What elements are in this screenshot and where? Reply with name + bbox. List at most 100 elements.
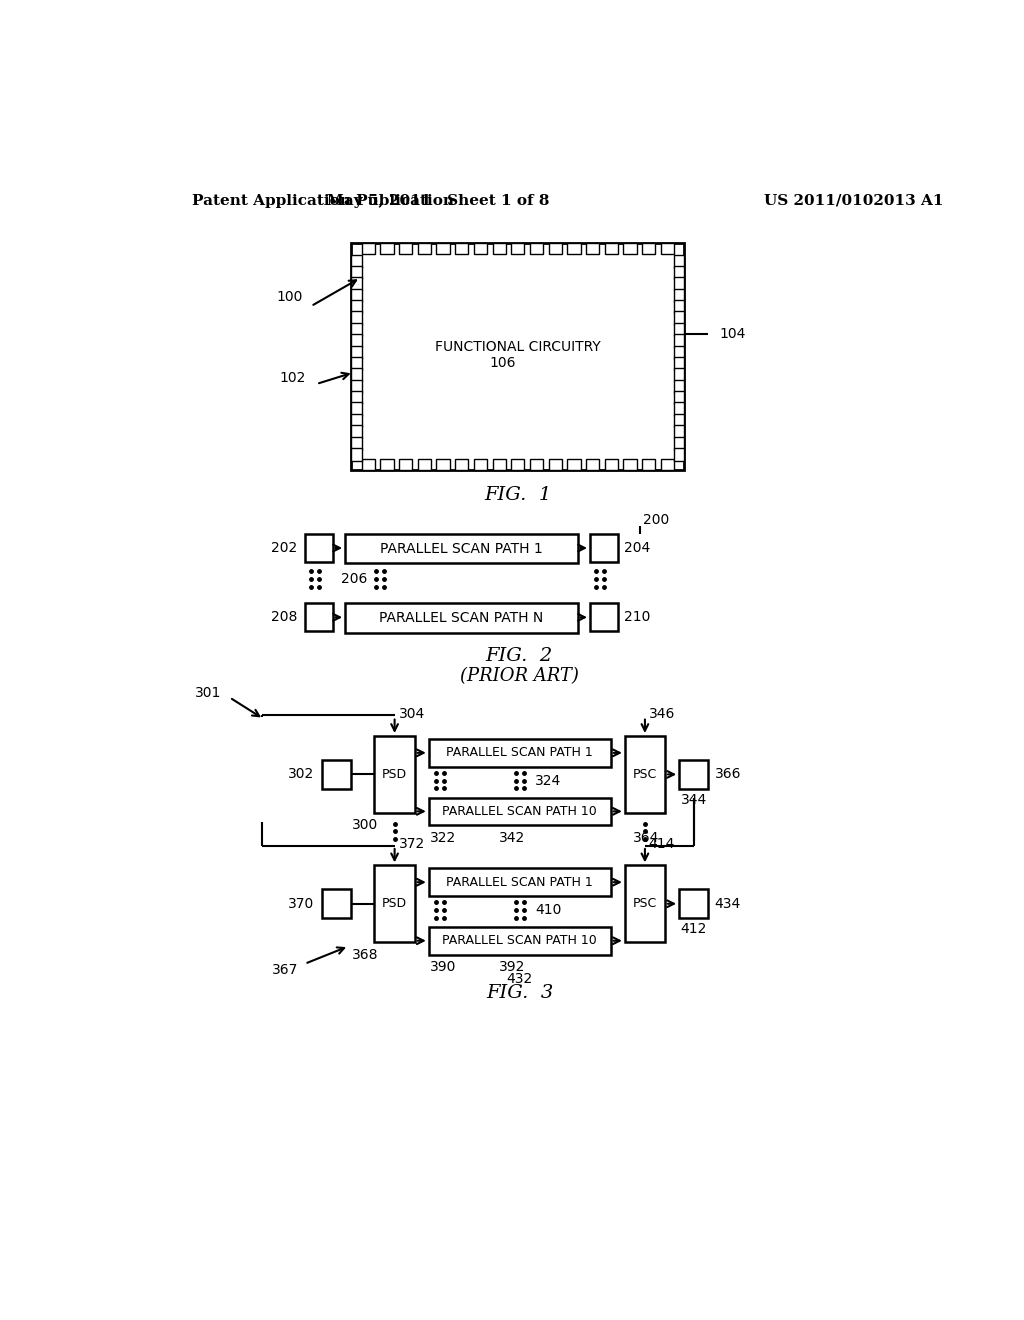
Text: FUNCTIONAL CIRCUITRY: FUNCTIONAL CIRCUITRY bbox=[435, 341, 601, 355]
Text: Patent Application Publication: Patent Application Publication bbox=[191, 194, 454, 207]
Bar bbox=[455, 459, 468, 470]
Text: US 2011/0102013 A1: US 2011/0102013 A1 bbox=[764, 194, 943, 207]
Bar bbox=[674, 380, 684, 393]
Text: 301: 301 bbox=[196, 686, 222, 700]
Text: 342: 342 bbox=[499, 830, 525, 845]
Bar bbox=[679, 890, 709, 919]
Bar bbox=[624, 243, 637, 253]
Bar bbox=[679, 760, 709, 789]
Text: PSD: PSD bbox=[382, 768, 408, 781]
Bar bbox=[660, 459, 674, 470]
Text: 304: 304 bbox=[398, 708, 425, 721]
Bar bbox=[351, 277, 362, 290]
Text: 210: 210 bbox=[624, 610, 650, 624]
Text: PARALLEL SCAN PATH 1: PARALLEL SCAN PATH 1 bbox=[446, 746, 593, 759]
Bar bbox=[586, 459, 599, 470]
Bar bbox=[429, 739, 611, 767]
Text: 370: 370 bbox=[288, 896, 314, 911]
Bar bbox=[549, 243, 562, 253]
Bar bbox=[361, 459, 375, 470]
Bar bbox=[493, 459, 506, 470]
Bar bbox=[674, 403, 684, 416]
Bar bbox=[674, 447, 684, 461]
Text: FIG.  1: FIG. 1 bbox=[484, 486, 552, 504]
Bar bbox=[674, 334, 684, 347]
Text: PARALLEL SCAN PATH N: PARALLEL SCAN PATH N bbox=[379, 611, 544, 626]
Text: PSC: PSC bbox=[633, 768, 657, 781]
Text: 364: 364 bbox=[633, 830, 658, 845]
Bar bbox=[351, 391, 362, 404]
Bar bbox=[351, 300, 362, 313]
Bar bbox=[436, 243, 450, 253]
Text: PARALLEL SCAN PATH 1: PARALLEL SCAN PATH 1 bbox=[446, 875, 593, 888]
Bar bbox=[351, 289, 362, 302]
Bar bbox=[674, 267, 684, 279]
Text: 322: 322 bbox=[429, 830, 456, 845]
Bar bbox=[674, 300, 684, 313]
Bar bbox=[351, 413, 362, 426]
Text: FIG.  2: FIG. 2 bbox=[485, 647, 553, 665]
Text: FIG.  3: FIG. 3 bbox=[486, 985, 553, 1002]
Text: 200: 200 bbox=[643, 513, 670, 527]
Bar bbox=[674, 312, 684, 325]
Bar bbox=[674, 255, 684, 268]
Bar bbox=[351, 447, 362, 461]
Bar bbox=[590, 535, 617, 562]
Bar bbox=[351, 267, 362, 279]
Text: PARALLEL SCAN PATH 10: PARALLEL SCAN PATH 10 bbox=[442, 805, 597, 818]
Bar bbox=[660, 243, 674, 253]
Bar bbox=[625, 866, 665, 942]
Text: 324: 324 bbox=[536, 774, 561, 788]
Text: 368: 368 bbox=[352, 948, 379, 961]
Text: 372: 372 bbox=[398, 837, 425, 850]
Bar bbox=[642, 459, 655, 470]
Text: 302: 302 bbox=[288, 767, 314, 781]
Bar bbox=[351, 356, 362, 370]
Bar bbox=[511, 459, 524, 470]
Text: 366: 366 bbox=[715, 767, 741, 781]
Bar bbox=[351, 437, 362, 450]
Bar bbox=[474, 459, 487, 470]
Bar bbox=[351, 425, 362, 438]
Text: 410: 410 bbox=[536, 903, 561, 917]
Bar bbox=[455, 243, 468, 253]
Bar bbox=[322, 760, 351, 789]
Bar bbox=[305, 603, 333, 631]
Bar bbox=[351, 368, 362, 381]
Bar bbox=[674, 368, 684, 381]
Bar bbox=[590, 603, 617, 631]
Bar bbox=[605, 243, 617, 253]
Bar bbox=[530, 243, 543, 253]
Bar bbox=[351, 255, 362, 268]
Text: 300: 300 bbox=[352, 818, 378, 832]
Bar bbox=[530, 459, 543, 470]
Text: 390: 390 bbox=[429, 960, 456, 974]
Text: 100: 100 bbox=[276, 290, 303, 304]
Bar bbox=[429, 869, 611, 896]
Bar bbox=[642, 243, 655, 253]
Bar bbox=[361, 243, 375, 253]
Bar bbox=[567, 243, 581, 253]
Bar bbox=[380, 459, 393, 470]
Bar bbox=[436, 459, 450, 470]
Bar bbox=[674, 289, 684, 302]
Text: PSD: PSD bbox=[382, 898, 408, 911]
Text: 344: 344 bbox=[681, 793, 707, 807]
Bar bbox=[399, 459, 413, 470]
Bar bbox=[351, 380, 362, 393]
Text: 102: 102 bbox=[280, 371, 306, 385]
Bar bbox=[351, 334, 362, 347]
Text: (PRIOR ART): (PRIOR ART) bbox=[460, 667, 579, 685]
Bar bbox=[305, 535, 333, 562]
Text: 392: 392 bbox=[499, 960, 525, 974]
Bar bbox=[375, 866, 415, 942]
Text: 432: 432 bbox=[507, 973, 532, 986]
Bar bbox=[625, 737, 665, 813]
Bar bbox=[624, 459, 637, 470]
Bar bbox=[674, 323, 684, 337]
Bar bbox=[345, 535, 578, 564]
Bar bbox=[493, 243, 506, 253]
Bar bbox=[345, 603, 578, 632]
Bar bbox=[351, 403, 362, 416]
Bar bbox=[351, 323, 362, 337]
